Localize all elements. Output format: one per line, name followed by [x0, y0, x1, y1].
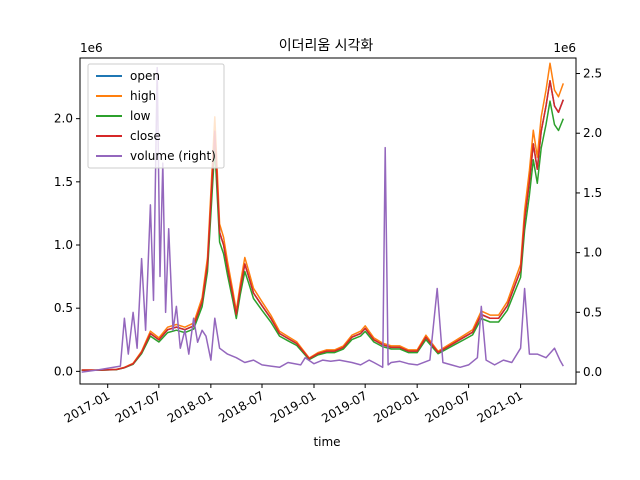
left-y-tick-label: 2.0 — [54, 112, 73, 126]
x-tick-label: 2018-07 — [216, 388, 266, 425]
right-axis-ticks: 0.0 0.5 1.0 1.5 2.0 2.5 — [576, 67, 602, 379]
legend-label: low — [130, 109, 151, 123]
x-tick-label: 2017-07 — [113, 388, 163, 425]
x-tick-label: 2020-01 — [371, 388, 421, 425]
x-tick-label: 2019-07 — [319, 388, 369, 425]
legend-label: close — [130, 129, 161, 143]
legend-label: volume (right) — [130, 149, 216, 163]
legend: open high low close volume (right) — [87, 63, 225, 169]
x-tick-label: 2019-01 — [268, 388, 318, 425]
right-y-tick-label: 0.5 — [583, 305, 602, 319]
plot-area — [81, 62, 565, 373]
left-y-tick-label: 1.5 — [54, 175, 73, 189]
x-axis-ticks: 2017-01 2017-07 2018-01 2018-07 2019-01 2019-… — [62, 384, 525, 426]
legend-label: high — [130, 89, 156, 103]
x-tick-label: 2020-07 — [423, 388, 473, 425]
legend-label: open — [130, 69, 160, 83]
x-tick-label: 2017-01 — [62, 388, 112, 425]
right-y-tick-label: 1.0 — [583, 246, 602, 260]
left-y-tick-label: 0.5 — [54, 301, 73, 315]
left-axis-offset-text: 1e6 — [80, 41, 103, 55]
x-axis-label: time — [313, 435, 340, 449]
x-tick-label: 2018-01 — [165, 388, 215, 425]
chart-title: 이더리움 시각화 — [279, 38, 374, 54]
x-tick-label: 2021-01 — [475, 388, 525, 425]
left-axis-ticks: 0.0 0.5 1.0 1.5 2.0 — [54, 112, 80, 378]
plot-frame — [79, 57, 577, 385]
right-y-tick-label: 0.0 — [583, 365, 602, 379]
left-y-tick-label: 1.0 — [54, 238, 73, 252]
left-y-tick-label: 0.0 — [54, 364, 73, 378]
right-y-tick-label: 1.5 — [583, 186, 602, 200]
right-axis-offset-text: 1e6 — [553, 41, 576, 55]
right-y-tick-label: 2.5 — [583, 67, 602, 81]
right-y-tick-label: 2.0 — [583, 126, 602, 140]
series-line-volume — [81, 66, 564, 373]
legend-box — [87, 63, 225, 169]
